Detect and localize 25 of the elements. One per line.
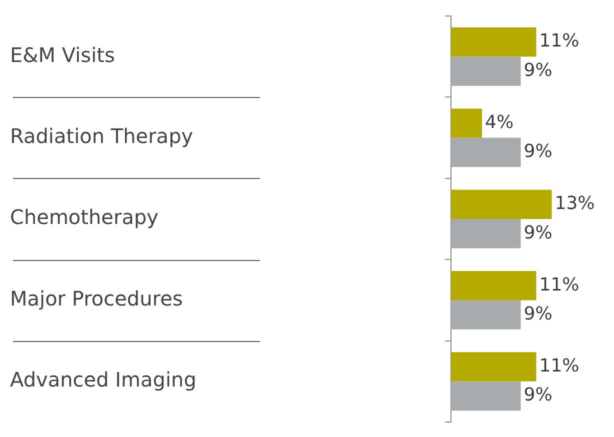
y-tick-label: E&M Visits [10,42,115,67]
data-label: 9% [524,222,552,244]
bar [451,108,482,138]
bar [451,270,536,300]
bar [451,352,536,382]
data-label: 9% [524,384,552,406]
data-label: 11% [539,30,580,52]
y-tick-label: Radiation Therapy [10,124,194,148]
data-label: 13% [554,193,595,214]
bar [451,138,521,168]
y-tick-label: Chemotherapy [10,205,159,230]
bar [451,300,521,330]
bar [451,219,521,248]
data-label: 4% [485,112,514,133]
data-label: 9% [524,303,552,324]
data-label: 11% [539,274,580,296]
data-label: 9% [524,141,552,162]
bar [451,381,521,411]
data-label: 9% [524,60,552,81]
y-tick-label: Major Procedures [10,286,183,310]
y-tick-label: Advanced Imaging [10,368,196,392]
bar [451,190,552,219]
data-label: 11% [539,355,580,376]
bar [451,27,536,57]
bar [451,56,521,86]
